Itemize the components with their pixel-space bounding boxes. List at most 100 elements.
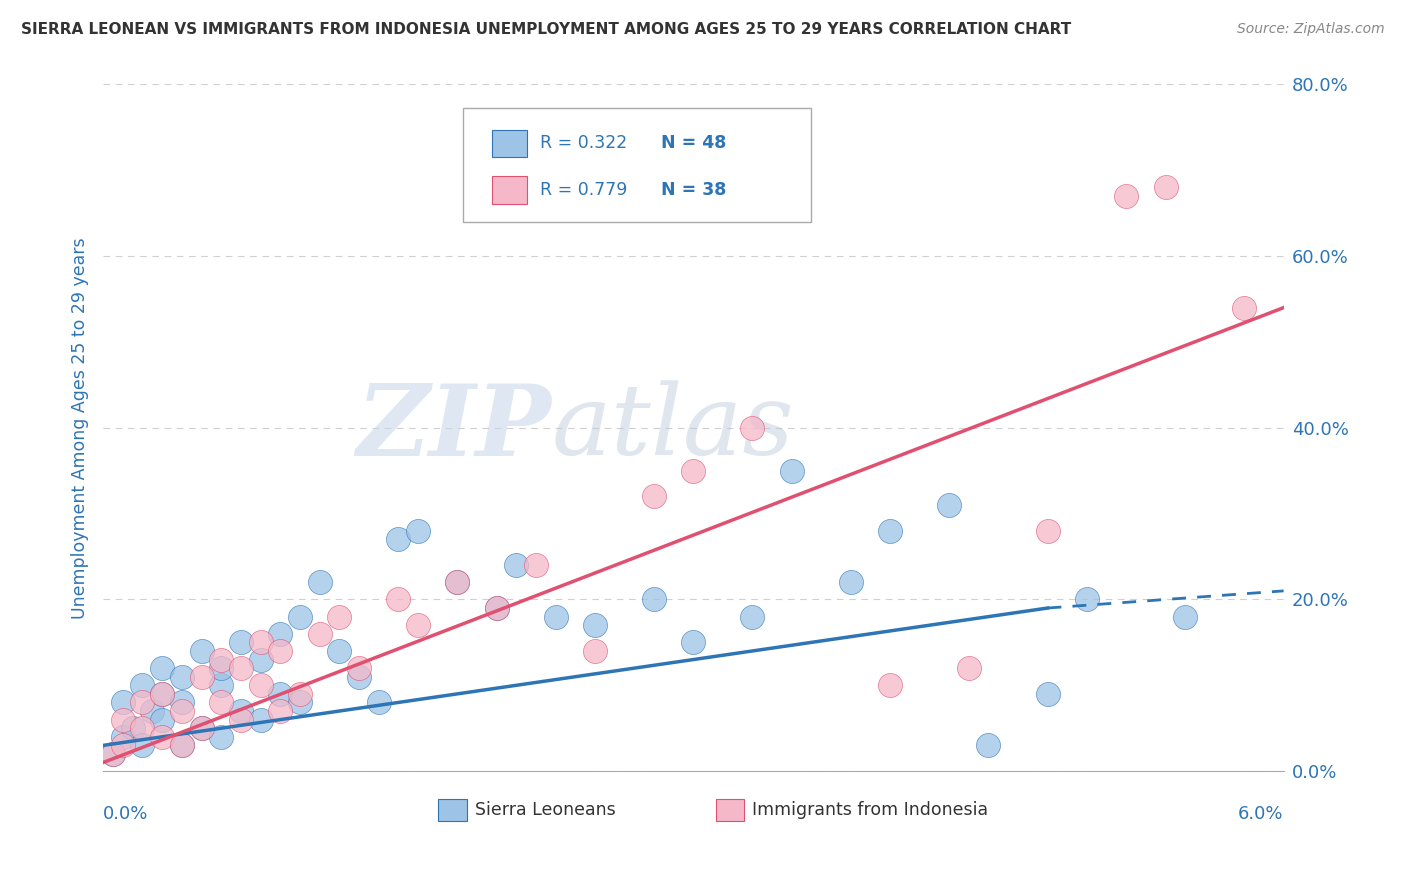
Point <box>328 609 350 624</box>
Point <box>190 670 212 684</box>
Point <box>643 592 665 607</box>
Point <box>229 661 252 675</box>
Point <box>249 713 271 727</box>
Point <box>643 490 665 504</box>
Text: ZIP: ZIP <box>357 379 551 476</box>
Point <box>347 670 370 684</box>
FancyBboxPatch shape <box>439 799 467 822</box>
Point <box>387 592 409 607</box>
Text: Immigrants from Indonesia: Immigrants from Indonesia <box>752 801 988 819</box>
Point <box>150 661 173 675</box>
Point <box>977 739 1000 753</box>
Point <box>328 644 350 658</box>
Point <box>1036 687 1059 701</box>
Point <box>269 704 291 718</box>
Point <box>150 713 173 727</box>
Point <box>131 739 153 753</box>
Point <box>190 721 212 735</box>
Point <box>209 696 232 710</box>
Point <box>682 464 704 478</box>
Y-axis label: Unemployment Among Ages 25 to 29 years: Unemployment Among Ages 25 to 29 years <box>72 237 89 618</box>
Point <box>170 670 193 684</box>
Point <box>249 635 271 649</box>
Point <box>485 601 508 615</box>
Point <box>387 533 409 547</box>
Point <box>101 747 124 761</box>
Point <box>839 575 862 590</box>
Point <box>1115 189 1137 203</box>
Point <box>741 609 763 624</box>
Point <box>446 575 468 590</box>
Point <box>879 524 901 538</box>
Point <box>111 730 134 744</box>
Point <box>308 575 330 590</box>
Text: R = 0.322: R = 0.322 <box>540 134 627 152</box>
Text: N = 48: N = 48 <box>661 134 727 152</box>
Point <box>170 704 193 718</box>
Point <box>780 464 803 478</box>
Point <box>1076 592 1098 607</box>
Point <box>367 696 389 710</box>
Point <box>111 713 134 727</box>
Point <box>1233 301 1256 315</box>
Point <box>269 687 291 701</box>
Point <box>583 644 606 658</box>
Point <box>170 739 193 753</box>
Point <box>288 687 311 701</box>
Text: 0.0%: 0.0% <box>103 805 149 823</box>
Point <box>406 618 429 632</box>
Point <box>131 721 153 735</box>
Text: atlas: atlas <box>551 380 794 475</box>
Point <box>111 696 134 710</box>
Text: Sierra Leoneans: Sierra Leoneans <box>475 801 616 819</box>
Point <box>406 524 429 538</box>
Point <box>446 575 468 590</box>
Point <box>288 696 311 710</box>
Point <box>938 498 960 512</box>
Point <box>190 644 212 658</box>
Point <box>131 696 153 710</box>
Point <box>209 661 232 675</box>
Point <box>957 661 980 675</box>
Point <box>249 652 271 666</box>
Point <box>288 609 311 624</box>
Point <box>209 730 232 744</box>
Point <box>190 721 212 735</box>
Point <box>1036 524 1059 538</box>
FancyBboxPatch shape <box>492 129 527 157</box>
FancyBboxPatch shape <box>716 799 744 822</box>
Point <box>141 704 163 718</box>
Point <box>229 704 252 718</box>
Text: R = 0.779: R = 0.779 <box>540 180 627 199</box>
Point <box>150 687 173 701</box>
Point <box>229 713 252 727</box>
Point <box>131 678 153 692</box>
Point <box>347 661 370 675</box>
Point <box>308 627 330 641</box>
Point <box>485 601 508 615</box>
Point <box>229 635 252 649</box>
Point <box>209 652 232 666</box>
Point <box>682 635 704 649</box>
FancyBboxPatch shape <box>492 177 527 204</box>
Point <box>121 721 143 735</box>
Point <box>741 421 763 435</box>
Text: N = 38: N = 38 <box>661 180 727 199</box>
Text: 6.0%: 6.0% <box>1239 805 1284 823</box>
Point <box>505 558 527 573</box>
Point <box>524 558 547 573</box>
Point <box>150 730 173 744</box>
Point <box>170 739 193 753</box>
Point <box>544 609 567 624</box>
Point <box>879 678 901 692</box>
Point <box>101 747 124 761</box>
Point <box>150 687 173 701</box>
FancyBboxPatch shape <box>463 109 811 222</box>
Text: SIERRA LEONEAN VS IMMIGRANTS FROM INDONESIA UNEMPLOYMENT AMONG AGES 25 TO 29 YEA: SIERRA LEONEAN VS IMMIGRANTS FROM INDONE… <box>21 22 1071 37</box>
Point <box>269 644 291 658</box>
Point <box>170 696 193 710</box>
Point <box>269 627 291 641</box>
Point <box>111 739 134 753</box>
Point <box>249 678 271 692</box>
Point <box>1154 180 1177 194</box>
